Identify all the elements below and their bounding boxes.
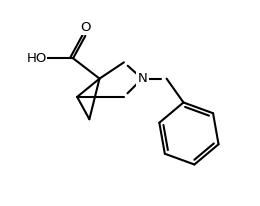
- Text: O: O: [80, 21, 90, 34]
- Text: HO: HO: [26, 52, 47, 65]
- Text: N: N: [137, 72, 147, 85]
